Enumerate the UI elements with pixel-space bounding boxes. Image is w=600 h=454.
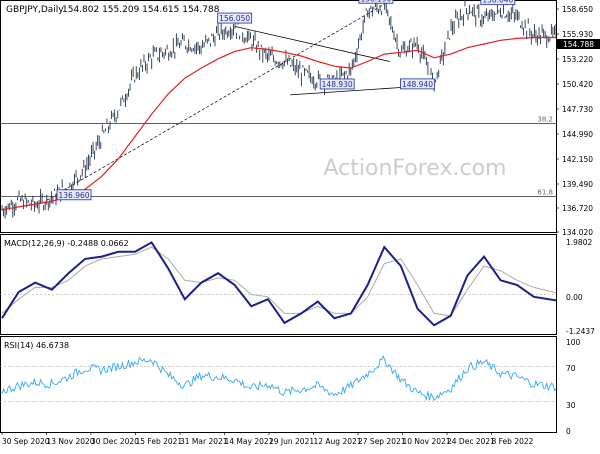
annotation-box [217, 12, 253, 24]
rsi-tick-label: 70 [566, 364, 576, 373]
ema-line [1, 36, 556, 211]
rsi-tick-label: 30 [566, 401, 576, 410]
price-layer: 38.2 61.8 [0, 0, 556, 219]
annotation-label: 148.940 [402, 80, 433, 89]
macd-tick-label: -1.2437 [566, 327, 595, 336]
fib-label-1: 61.8 [537, 189, 553, 197]
x-tick-label: 13 Nov 2020 [47, 437, 95, 446]
x-tick-label: 12 Aug 2021 [314, 437, 362, 446]
macd-tick-label: 0.00 [566, 293, 583, 302]
price-tick-label: 134.020 [562, 228, 593, 237]
trendline-dashed [46, 3, 385, 201]
last-price-label: 154.788 [563, 40, 594, 49]
rsi-line [1, 354, 556, 402]
rsi-panel-frame [0, 336, 557, 433]
annotation-box [400, 78, 435, 90]
price-tick-label: 142.150 [562, 155, 593, 164]
annotation-box [319, 78, 355, 90]
trendline-upper [234, 25, 390, 62]
price-tick-label: 139.490 [562, 180, 593, 189]
x-tick-label: 29 Jun 2021 [269, 437, 314, 446]
x-tick-label: 15 Feb 2021 [136, 437, 183, 446]
x-tick-label: 24 Dec 2021 [447, 437, 495, 446]
trendline-lower [290, 87, 401, 96]
x-tick-label: 27 Sep 2021 [358, 437, 406, 446]
x-tick-label: 10 Nov 2021 [403, 437, 451, 446]
annotation-box [56, 189, 92, 201]
macd-panel-frame [0, 234, 557, 335]
rsi-label: RSI(14) 46.6738 [4, 341, 69, 350]
x-tick-label: 30 Dec 2020 [91, 437, 139, 446]
price-tick-label: 153.220 [562, 55, 593, 64]
x-tick-label: 14 May 2021 [225, 437, 274, 446]
rsi-tick-label: 0 [566, 427, 571, 436]
annotation-box [358, 0, 394, 4]
annotation-label: 136.960 [59, 191, 90, 200]
watermark: ActionForex.com [324, 156, 507, 181]
price-tick-label: 158.650 [562, 5, 593, 14]
annotation-label: 148.930 [322, 80, 353, 89]
price-tick-label: 147.730 [562, 105, 593, 114]
price-tick-label: 150.420 [562, 80, 593, 89]
chart-title: GBPJPY,Daily [6, 5, 64, 15]
price-tick-label: 136.720 [562, 204, 593, 213]
annotation-layer: 158.190 158.040 156.050 148.930 148.940 136.9… [56, 0, 516, 201]
macd-label: MACD(12,26,9) -0.2488 0.0662 [4, 239, 129, 248]
ohlc-values: 154.802 155.209 154.615 154.788 [62, 5, 220, 15]
macd-layer [0, 241, 556, 327]
axis-layer: 158.650 155.930 153.220 150.420 147.730 144.9… [1, 5, 600, 446]
macd-line [1, 241, 556, 327]
price-tick-label: 144.990 [562, 130, 593, 139]
price-panel-frame [0, 0, 557, 233]
x-tick-label: 8 Feb 2022 [492, 437, 534, 446]
annotation-label: 158.040 [482, 0, 513, 5]
rsi-layer [0, 354, 556, 402]
last-price-box [556, 39, 600, 49]
x-tick-label: 30 Sep 2020 [2, 437, 50, 446]
x-tick-label: 31 Mar 2021 [180, 437, 228, 446]
macd-signal-line [1, 246, 556, 317]
macd-tick-label: 1.9802 [566, 238, 592, 247]
annotation-label: 158.190 [360, 0, 391, 3]
annotation-box [480, 0, 516, 6]
annotation-label: 156.050 [219, 14, 250, 23]
rsi-tick-label: 100 [566, 338, 581, 347]
price-tick-label: 155.930 [562, 30, 593, 39]
fib-label-0: 38.2 [537, 116, 553, 124]
